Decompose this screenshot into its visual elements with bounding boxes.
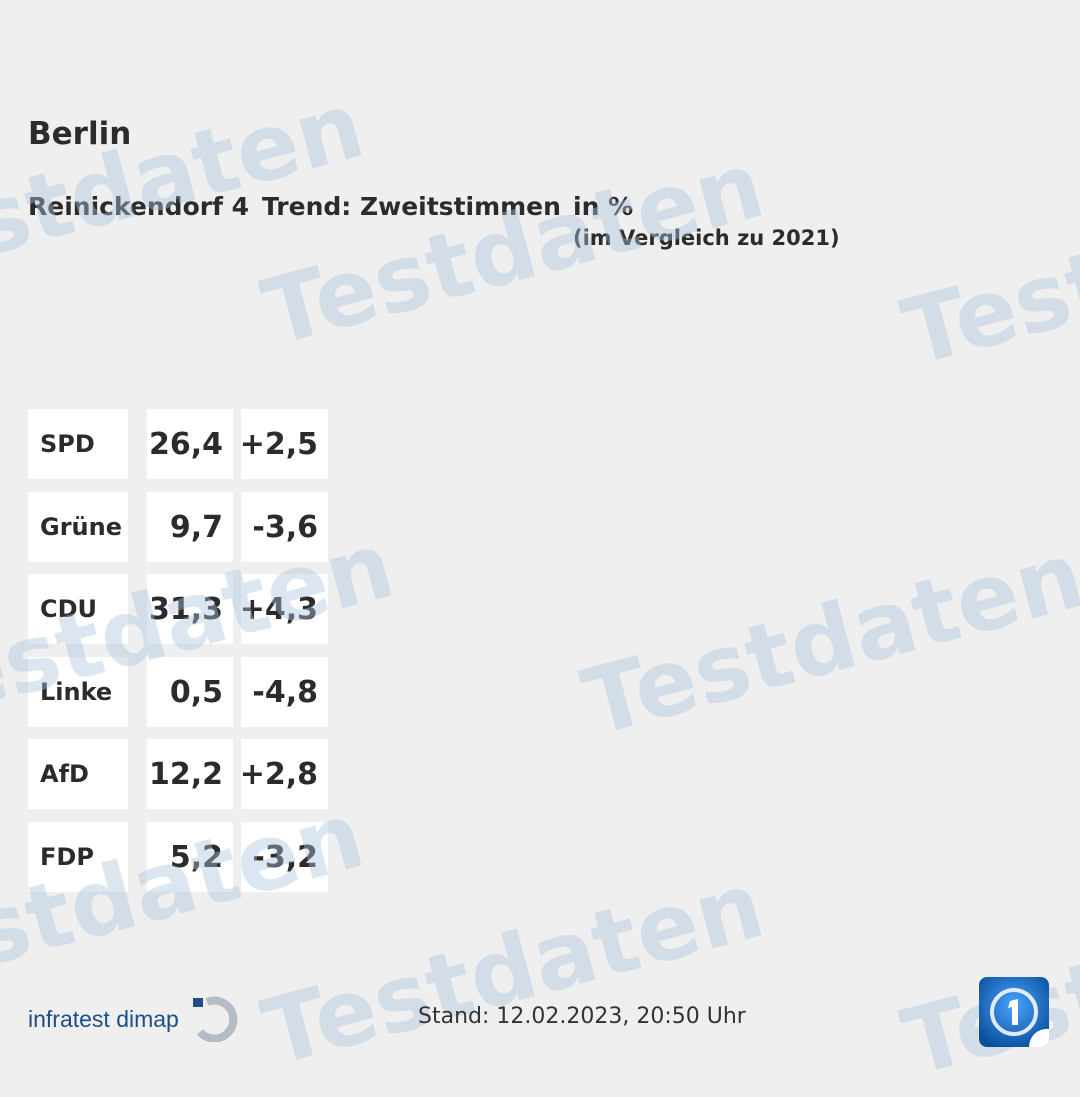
district-label: Reinickendorf 4 — [28, 192, 250, 221]
party-label-cdu: CDU — [28, 574, 128, 644]
timestamp: Stand: 12.02.2023, 20:50 Uhr — [418, 1004, 746, 1029]
vote-change-spd: +2,5 — [240, 409, 328, 479]
trend-label: Trend: Zweitstimmen — [262, 192, 561, 221]
comparison-label: (im Vergleich zu 2021) — [573, 226, 840, 250]
tagesschau-logo — [979, 977, 1049, 1047]
vote-share-afd: 12,2 — [147, 739, 233, 809]
infratest-dimap-icon — [192, 996, 238, 1042]
party-label-fdp: FDP — [28, 822, 128, 892]
region-title: Berlin — [28, 116, 132, 152]
vote-share-spd: 26,4 — [147, 409, 233, 479]
party-label-grüne: Grüne — [28, 492, 128, 562]
party-label-linke: Linke — [28, 657, 128, 727]
pollster-name: infratest dimap — [28, 1005, 179, 1032]
vote-share-grüne: 9,7 — [147, 492, 233, 562]
unit-label: in % — [573, 192, 634, 221]
vote-change-fdp: -3,2 — [241, 822, 328, 892]
vote-share-fdp: 5,2 — [147, 822, 233, 892]
vote-change-grüne: -3,6 — [241, 492, 328, 562]
vote-share-cdu: 31,3 — [147, 574, 233, 644]
vote-change-afd: +2,8 — [240, 739, 328, 809]
infratest-dimap-logo: infratest dimap — [28, 996, 239, 1042]
party-label-spd: SPD — [28, 409, 128, 479]
vote-change-linke: -4,8 — [241, 657, 328, 727]
vote-share-linke: 0,5 — [147, 657, 233, 727]
vote-change-cdu: +4,3 — [240, 574, 328, 644]
party-label-afd: AfD — [28, 739, 128, 809]
